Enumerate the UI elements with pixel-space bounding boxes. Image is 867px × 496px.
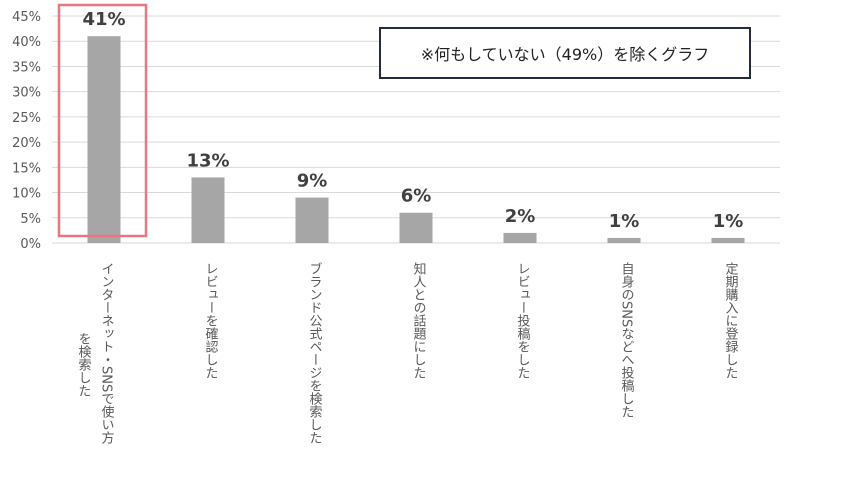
- data-label: 1%: [609, 211, 640, 232]
- category-label: 知人との話題にした: [411, 261, 427, 379]
- y-tick-label: 20%: [12, 136, 41, 151]
- y-tick-label: 40%: [12, 35, 41, 50]
- highlight-frame: [57, 3, 148, 238]
- bar: [87, 36, 121, 243]
- bar: [191, 177, 225, 243]
- bar: [295, 197, 329, 243]
- y-tick-label: 0%: [20, 237, 41, 252]
- category-label: を検索した: [76, 332, 92, 397]
- bar: [711, 237, 745, 243]
- y-tick-label: 35%: [12, 60, 41, 75]
- chart-note: ※何もしていない（49%）を除くグラフ: [379, 27, 751, 79]
- category-label: 自身のSNSなどへ投稿した: [619, 262, 635, 419]
- data-label: 6%: [401, 186, 432, 207]
- category-label: ブランド公式ページを検索した: [307, 261, 323, 444]
- data-label: 41%: [82, 9, 125, 30]
- y-tick-label: 45%: [12, 10, 41, 25]
- y-tick-label: 15%: [12, 161, 41, 176]
- y-tick-label: 25%: [12, 111, 41, 126]
- category-label: レビューを確認した: [203, 262, 219, 379]
- y-tick-label: 10%: [12, 187, 41, 202]
- y-tick-label: 5%: [20, 212, 41, 227]
- category-label: レビュー投稿をした: [515, 262, 531, 379]
- bar: [607, 237, 641, 243]
- data-label: 13%: [186, 150, 229, 171]
- category-label: インターネット・SNSで使い方: [99, 262, 115, 446]
- bar: [399, 212, 433, 243]
- category-label: 定期購入に登録した: [723, 262, 739, 379]
- y-tick-label: 30%: [12, 86, 41, 101]
- data-label: 1%: [713, 211, 744, 232]
- data-label: 9%: [297, 171, 328, 192]
- bar: [503, 232, 537, 243]
- data-label: 2%: [505, 206, 536, 227]
